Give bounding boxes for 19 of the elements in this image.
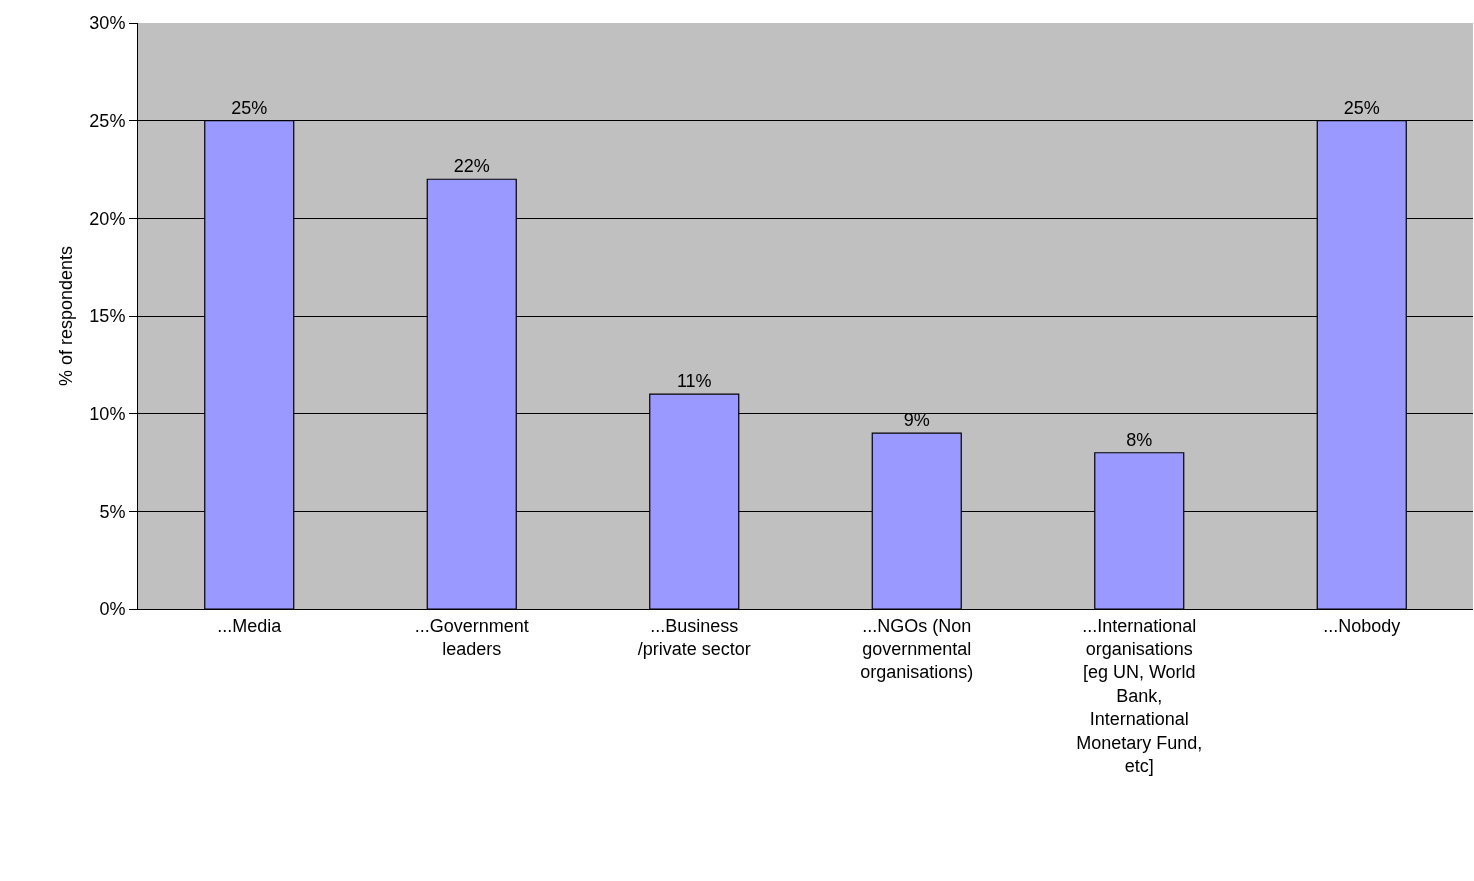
x-tick-label: ...Government leaders [414,615,529,659]
x-tick-label: ...International organisations [eg UN, World Bank, International Monetary Fund, etc] [1076,615,1203,776]
x-tick-label: ...Business /private sector [637,615,751,659]
y-axis-title: % of respondents [55,245,76,387]
x-tick-label: ...NGOs (Non governmental organisations) [860,615,974,683]
data-label: 11% [676,371,712,392]
data-label: 25% [231,97,268,118]
data-label: 8% [1126,429,1153,450]
y-tick-label: 0% [99,599,126,620]
data-label: 25% [1343,97,1380,118]
y-tick-label: 20% [89,208,126,229]
y-tick-label: 15% [89,306,126,327]
x-tick-label: ...Nobody [1323,615,1401,636]
y-tick-label: 10% [89,403,126,424]
data-label: 22% [453,156,490,177]
y-tick-label: 25% [89,110,126,131]
x-tick-label: ...Media [217,615,283,636]
y-tick-label: 5% [99,501,126,522]
y-tick-label: 30% [89,13,126,34]
